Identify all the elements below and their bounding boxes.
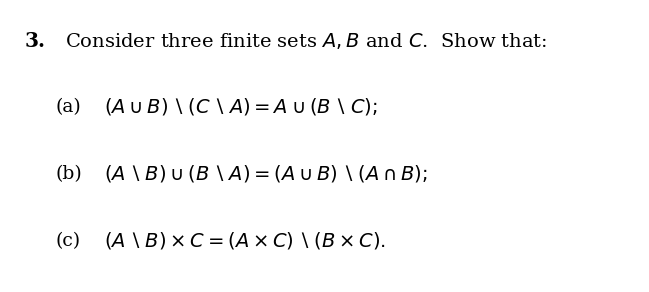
Text: Consider three finite sets $A, B$ and $C$.  Show that:: Consider three finite sets $A, B$ and $C… [65, 31, 547, 51]
Text: (b): (b) [55, 165, 82, 183]
Text: (c): (c) [55, 232, 80, 250]
Text: $(A \cup B)\setminus(C\setminus A) = A \cup (B\setminus C);$: $(A \cup B)\setminus(C\setminus A) = A \… [104, 96, 378, 117]
Text: $(A\setminus B) \times C = (A \times C)\setminus(B \times C).$: $(A\setminus B) \times C = (A \times C)\… [104, 230, 386, 251]
Text: 3.: 3. [25, 31, 45, 51]
Text: $(A\setminus B) \cup (B\setminus A) = (A \cup B)\setminus(A \cap B);$: $(A\setminus B) \cup (B\setminus A) = (A… [104, 163, 428, 184]
Text: (a): (a) [55, 98, 81, 116]
